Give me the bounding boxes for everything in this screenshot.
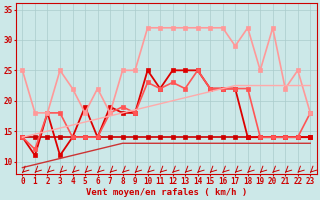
X-axis label: Vent moyen/en rafales ( km/h ): Vent moyen/en rafales ( km/h ) [86, 188, 247, 197]
